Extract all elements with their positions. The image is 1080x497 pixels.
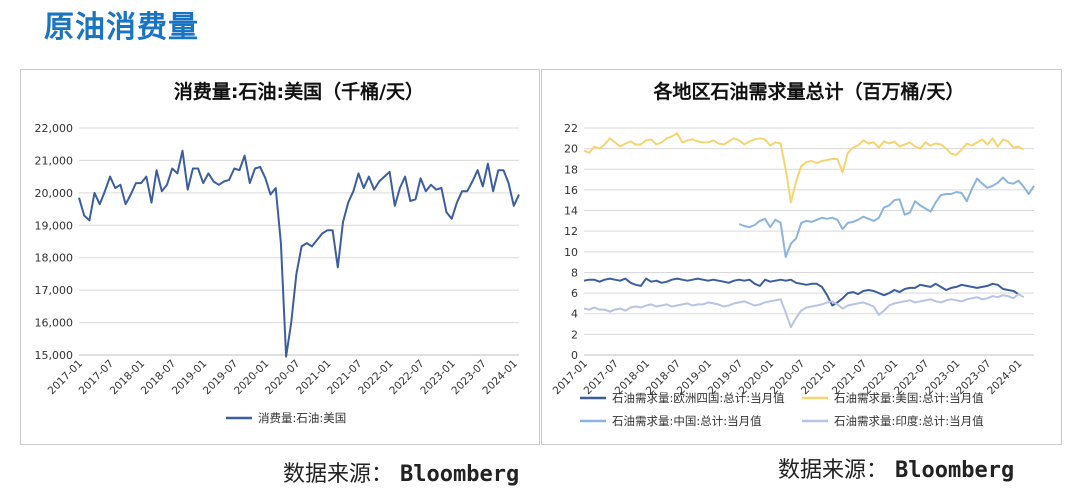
right-source-name: Bloomberg <box>895 458 1015 483</box>
right-legend-label-3: 石油需求量:印度:总计:当月值 <box>834 414 984 428</box>
right-y-tick-label: 12 <box>564 225 578 238</box>
right-x-tick-label: 2024-01 <box>985 358 1025 398</box>
left-source-name: Bloomberg <box>400 462 520 487</box>
right-y-tick-label: 10 <box>564 246 578 259</box>
right-legend-label-2: 石油需求量:中国:总计:当月值 <box>612 414 762 428</box>
left-y-tick-label: 15,000 <box>35 349 74 362</box>
right-legend-label-0: 石油需求量:欧洲四国:总计:当月值 <box>612 391 785 405</box>
left-source-note: 数据来源： Bloomberg <box>283 456 519 488</box>
left-y-tick-label: 22,000 <box>35 122 74 135</box>
right-y-tick-label: 2 <box>571 328 578 341</box>
us-oil-consumption-chart-panel: 消费量:石油:美国（千桶/天） 15,000 16,000 17,000 18,000 1… <box>20 69 540 445</box>
right-y-tick-label: 22 <box>564 122 578 135</box>
right-y-tick-label: 4 <box>571 308 578 321</box>
right-y-tick-label: 18 <box>564 163 578 176</box>
right-series-line-0 <box>583 277 1020 307</box>
regional-oil-demand-chart: 各地区石油需求量总计（百万桶/天）02468101214161820222017… <box>551 80 1035 428</box>
left-y-tick-label: 17,000 <box>35 284 74 297</box>
left-series-line-0 <box>78 149 520 358</box>
left-y-tick-label: 20,000 <box>35 187 74 200</box>
right-y-tick-label: 20 <box>564 143 578 156</box>
regional-oil-demand-chart-panel: 各地区石油需求量总计（百万桶/天） 0 2 4 6 8 10 12 14 16 18 20 22 2017… <box>541 69 1062 445</box>
us-oil-consumption-chart: 消费量:石油:美国（千桶/天） 15,000 16,000 17,000 18,000 1… <box>35 80 520 425</box>
left-y-tick-label: 19,000 <box>35 219 74 232</box>
left-chart-title: 消费量:石油:美国（千桶/天） <box>174 80 424 103</box>
left-x-tick-label: 2024-01 <box>480 358 520 398</box>
right-y-tick-label: 6 <box>571 287 578 300</box>
right-series-line-1 <box>583 132 1025 204</box>
right-legend-label-1: 石油需求量:美国:总计:当月值 <box>834 391 984 405</box>
right-y-tick-label: 16 <box>564 184 578 197</box>
left-y-tick-label: 21,000 <box>35 154 74 167</box>
right-source-label: 数据来源： <box>778 458 889 483</box>
right-source-note: 数据来源： Bloomberg <box>778 452 1014 484</box>
left-y-tick-label: 18,000 <box>35 252 74 265</box>
right-chart-title: 各地区石油需求量总计（百万桶/天） <box>653 80 965 103</box>
left-legend-label-0: 消费量:石油:美国 <box>258 411 346 425</box>
left-source-label: 数据来源： <box>283 462 394 487</box>
right-y-tick-label: 0 <box>571 349 578 362</box>
right-series-line-2 <box>738 176 1035 258</box>
right-series-line-3 <box>583 293 1025 329</box>
left-y-tick-label: 16,000 <box>35 317 74 330</box>
page-title: 原油消费量 <box>44 10 199 45</box>
right-y-tick-label: 14 <box>564 205 578 218</box>
right-y-tick-label: 8 <box>571 266 578 279</box>
